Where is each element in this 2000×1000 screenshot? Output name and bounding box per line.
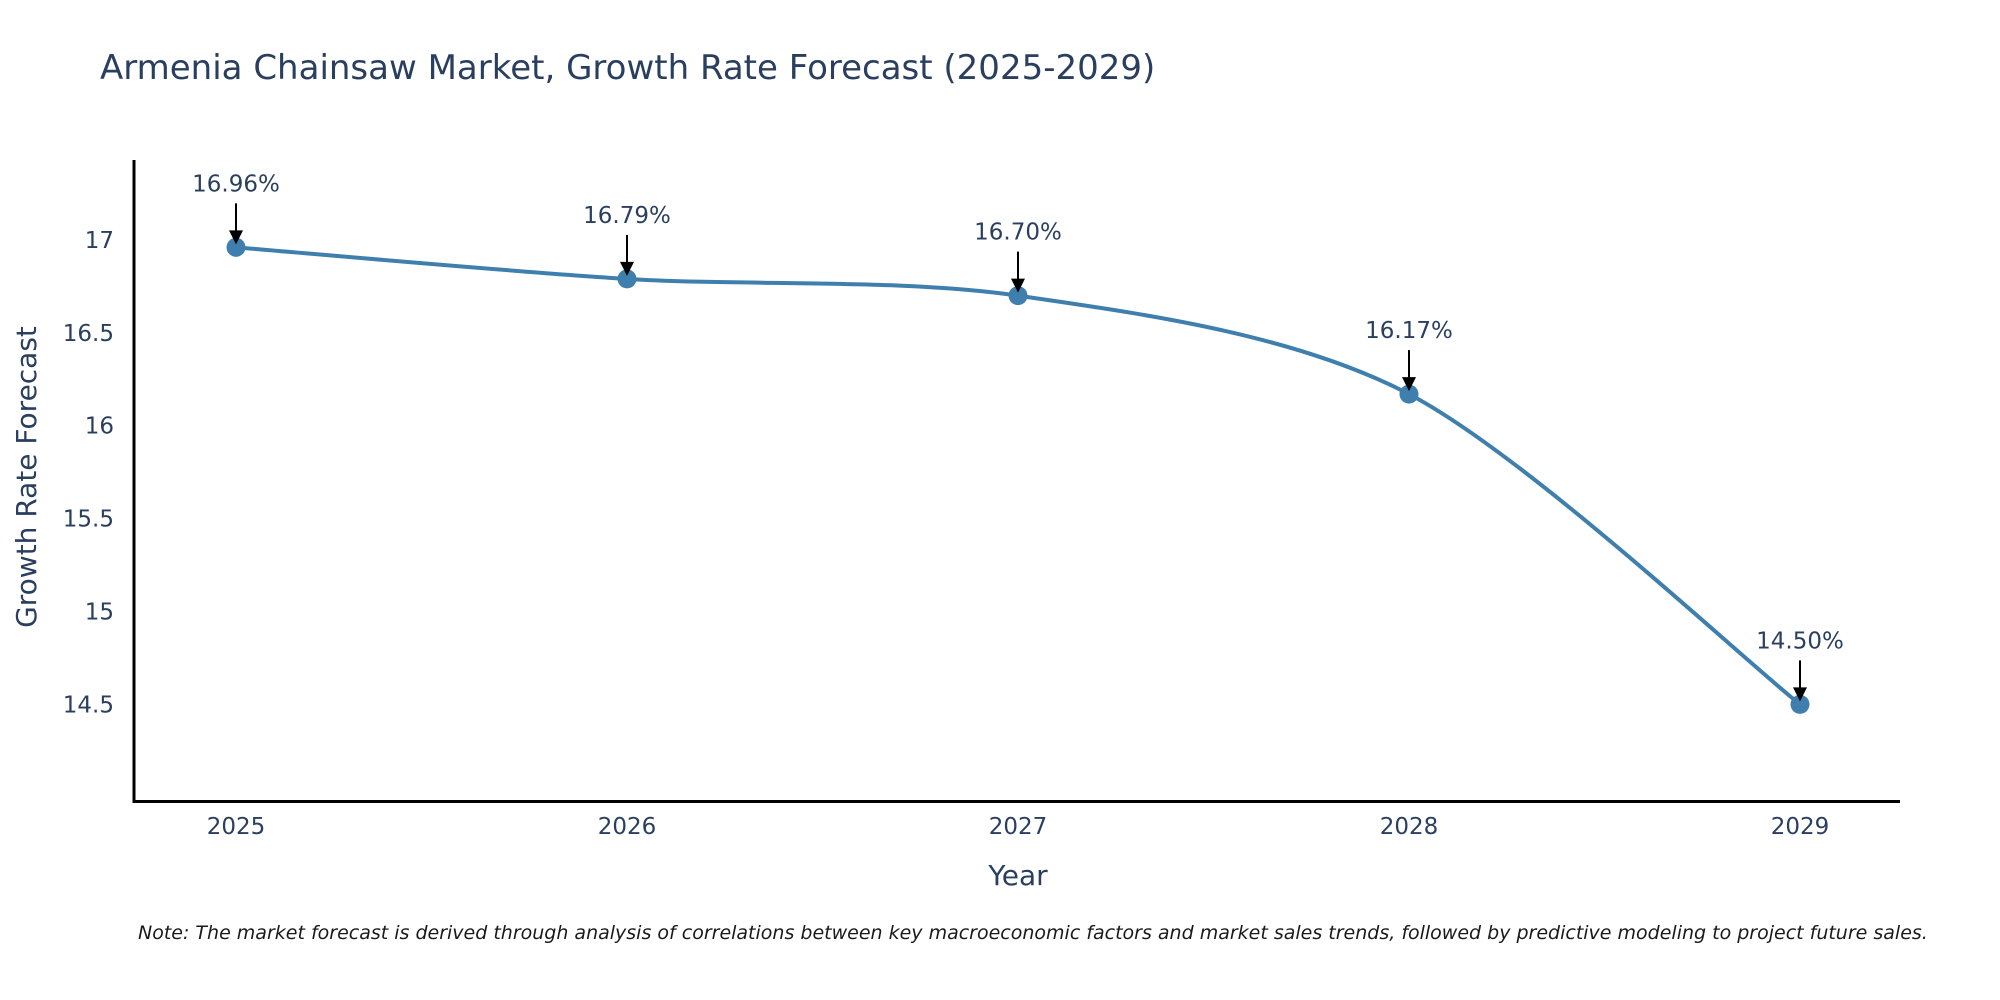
data-point — [226, 237, 246, 257]
y-tick-label: 17 — [85, 228, 114, 254]
y-tick-label: 16.5 — [63, 321, 114, 347]
data-label: 14.50% — [1756, 628, 1844, 654]
annotations: 16.96% 16.79% 16.70% 16.17% 14.50% — [192, 171, 1844, 702]
x-axis-title: Year — [987, 859, 1048, 892]
chart-title: Armenia Chainsaw Market, Growth Rate For… — [100, 48, 1156, 88]
y-tick-label: 15 — [85, 599, 114, 625]
x-tick-label: 2028 — [1380, 814, 1439, 840]
y-axis-ticks: 14.5 15 15.5 16 16.5 17 — [63, 228, 114, 718]
data-label: 16.17% — [1365, 318, 1453, 344]
data-point — [617, 269, 637, 289]
x-tick-label: 2027 — [989, 814, 1048, 840]
y-tick-label: 14.5 — [63, 692, 114, 718]
axes — [132, 160, 1900, 803]
x-tick-label: 2026 — [598, 814, 657, 840]
annotation-arrow-head — [1793, 687, 1807, 702]
annotation-arrow-head — [1402, 377, 1416, 392]
data-point — [1790, 694, 1810, 714]
series — [226, 237, 1810, 714]
footnote: Note: The market forecast is derived thr… — [138, 922, 1928, 944]
annotation-arrow-head — [229, 230, 243, 245]
data-label: 16.96% — [192, 171, 280, 197]
y-axis-title: Growth Rate Forecast — [10, 326, 43, 628]
x-axis-ticks: 2025 2026 2027 2028 2029 — [207, 814, 1830, 840]
annotation-arrow-head — [1011, 278, 1025, 293]
x-tick-label: 2025 — [207, 814, 266, 840]
data-label: 16.79% — [583, 203, 671, 229]
y-tick-label: 16 — [85, 414, 114, 440]
data-point — [1399, 384, 1419, 404]
data-point — [1008, 286, 1028, 306]
y-tick-label: 15.5 — [63, 507, 114, 533]
x-tick-label: 2029 — [1771, 814, 1830, 840]
data-label: 16.70% — [974, 220, 1062, 246]
series-line — [234, 245, 1802, 707]
annotation-arrow-head — [620, 261, 634, 276]
